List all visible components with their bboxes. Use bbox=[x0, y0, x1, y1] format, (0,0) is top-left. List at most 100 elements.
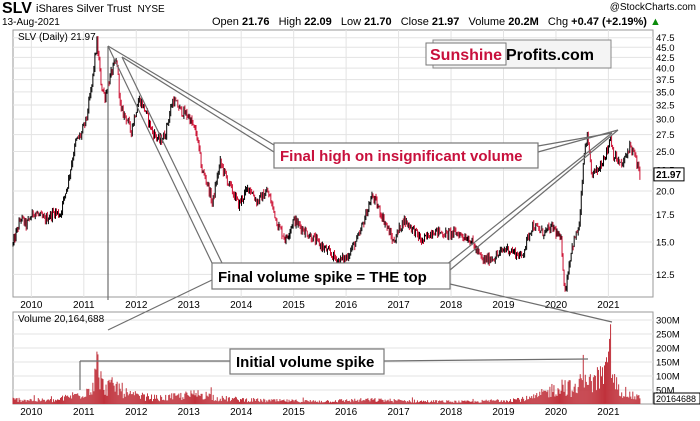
price-x-tick-label: 2021 bbox=[597, 300, 620, 311]
price-y-tick-label: 42.5 bbox=[656, 53, 675, 64]
volume-y-tick-label: 50M bbox=[656, 386, 675, 397]
volume-y-tick-label: 300M bbox=[656, 316, 680, 327]
volume-value: 20.2M bbox=[508, 16, 539, 28]
volume-x-tick-label: 2012 bbox=[125, 407, 148, 418]
volume-x-tick-label: 2017 bbox=[387, 407, 410, 418]
last-volume-box bbox=[653, 392, 700, 405]
volume-y-tick-label: 100M bbox=[656, 372, 680, 383]
callout-line-final-high-left bbox=[107, 45, 275, 146]
last-price-marker: 21.97 bbox=[653, 167, 685, 182]
security-name: iShares Silver Trust NYSE bbox=[36, 3, 165, 15]
change-label: Chg bbox=[547, 16, 569, 28]
price-x-tick-label: 2015 bbox=[283, 300, 306, 311]
annotation-box-initial-spike bbox=[229, 348, 385, 375]
price-y-tick-label: 40.0 bbox=[656, 64, 675, 75]
low-value: 21.70 bbox=[364, 16, 392, 28]
last-volume-label: 20164688 bbox=[656, 394, 696, 404]
price-x-tick-label: 2017 bbox=[387, 300, 410, 311]
price-y-tick-label: 32.5 bbox=[656, 100, 675, 111]
callout-line-final-high-left-2 bbox=[121, 56, 275, 153]
annotation-final-spike: Final volume spike = THE top bbox=[211, 262, 451, 290]
price-y-tick-label: 45.0 bbox=[656, 43, 675, 54]
low-label: Low bbox=[340, 16, 362, 28]
close-label: Close bbox=[400, 16, 429, 28]
price-x-tick-label: 2019 bbox=[492, 300, 515, 311]
high-value: 22.09 bbox=[304, 16, 332, 28]
volume-x-tick-label: 2011 bbox=[73, 407, 95, 418]
volume-x-tick-label: 2010 bbox=[20, 407, 43, 418]
price-x-axis: 2010 2011 2012 2013 2014 2015 2016 2017 2018 2019… bbox=[20, 300, 620, 311]
annotation-lines bbox=[79, 45, 619, 390]
price-y-tick-label: 47.5 bbox=[656, 33, 675, 44]
logo-text-sunshine: Sunshine bbox=[430, 47, 502, 64]
volume-label: Volume bbox=[468, 16, 506, 28]
close-value: 21.97 bbox=[431, 16, 460, 28]
exchange-label: NYSE bbox=[137, 4, 165, 15]
volume-grid bbox=[13, 319, 653, 391]
callout-line-top-left-2 bbox=[121, 56, 223, 264]
up-triangle-icon: ▲ bbox=[650, 16, 661, 28]
volume-x-tick-label: 2014 bbox=[230, 407, 253, 418]
change-value: +0.47 (+2.19%) bbox=[571, 16, 647, 28]
open-label: Open bbox=[212, 16, 239, 28]
price-x-tick-label: 2018 bbox=[440, 300, 463, 311]
volume-y-axis: 50M 100M 150M 200M 250M 300M bbox=[656, 316, 680, 397]
volume-x-tick-label: 2020 bbox=[545, 407, 568, 418]
price-candles bbox=[12, 36, 641, 292]
last-volume-marker: 20164688 bbox=[653, 392, 700, 405]
price-x-tick-label: 2012 bbox=[125, 300, 148, 311]
copyright-label: @StockCharts.com bbox=[609, 2, 696, 13]
last-price-label: 21.97 bbox=[656, 170, 681, 181]
volume-x-axis: 2010 2011 2012 2013 2014 2015 2016 2017 2018 2019… bbox=[20, 407, 620, 418]
price-x-tick-label: 2011 bbox=[73, 300, 95, 311]
security-full-name: iShares Silver Trust bbox=[36, 3, 132, 15]
volume-y-tick-label: 250M bbox=[656, 330, 680, 341]
annotation-initial-spike: Initial volume spike bbox=[229, 348, 385, 375]
price-x-tick-label: 2020 bbox=[545, 300, 568, 311]
chart-date: 13-Aug-2021 bbox=[2, 17, 60, 28]
callout-line-top-right bbox=[445, 132, 613, 266]
price-x-tick-label: 2016 bbox=[335, 300, 358, 311]
volume-y-tick-label: 150M bbox=[656, 358, 680, 369]
ohlc-readout: Open 21.76 High 22.09 Low 21.70 Close 21… bbox=[212, 16, 661, 28]
callout-line-initial-right bbox=[383, 358, 589, 362]
callout-line-top-left bbox=[107, 45, 213, 264]
callout-line-final-high-right-2 bbox=[537, 129, 619, 153]
price-y-tick-label: 37.5 bbox=[656, 75, 675, 86]
volume-x-tick-label: 2018 bbox=[440, 407, 463, 418]
price-y-tick-label: 17.5 bbox=[656, 210, 675, 221]
price-y-tick-label: 25.0 bbox=[656, 147, 675, 158]
volume-x-tick-label: 2021 bbox=[597, 407, 620, 418]
high-label: High bbox=[278, 16, 302, 28]
annotation-box-final-spike bbox=[211, 262, 451, 290]
price-x-tick-label: 2013 bbox=[178, 300, 201, 311]
annotation-text-final-high: Final high on insignificant volume bbox=[280, 148, 523, 165]
volume-y-tick-label: 200M bbox=[656, 344, 680, 355]
price-x-tick-label: 2014 bbox=[230, 300, 253, 311]
annotation-box-final-high bbox=[273, 142, 539, 169]
price-y-tick-label: 15.0 bbox=[656, 238, 675, 249]
volume-x-tick-label: 2015 bbox=[283, 407, 306, 418]
volume-bars bbox=[12, 324, 641, 404]
volume-panel-title: Volume 20,164,688 bbox=[18, 314, 105, 325]
price-y-tick-label: 35.0 bbox=[656, 87, 675, 98]
annotation-text-final-spike: Final volume spike = THE top bbox=[218, 269, 427, 286]
callout-line-top-right-volume bbox=[449, 283, 613, 323]
logo-inner-box bbox=[425, 42, 507, 66]
price-y-tick-label: 30.0 bbox=[656, 115, 675, 126]
volume-x-tick-label: 2016 bbox=[335, 407, 358, 418]
price-y-tick-label: 20.0 bbox=[656, 187, 675, 198]
open-value: 21.76 bbox=[241, 16, 270, 28]
price-y-tick-label: 27.5 bbox=[656, 130, 675, 141]
volume-x-tick-label: 2013 bbox=[178, 407, 201, 418]
callout-line-top-volume bbox=[107, 279, 213, 331]
logo-text-profits: Profits.com bbox=[506, 47, 594, 64]
last-price-box bbox=[653, 167, 685, 182]
price-y-axis: 12.515.017.520.022.525.027.530.032.535.0… bbox=[656, 33, 675, 281]
price-panel-title: SLV (Daily) 21.97 bbox=[18, 32, 96, 43]
price-x-tick-label: 2010 bbox=[20, 300, 43, 311]
annotation-final-high: Final high on insignificant volume bbox=[273, 142, 539, 169]
price-y-tick-label: 12.5 bbox=[656, 270, 675, 281]
ticker-symbol: SLV bbox=[2, 0, 32, 17]
